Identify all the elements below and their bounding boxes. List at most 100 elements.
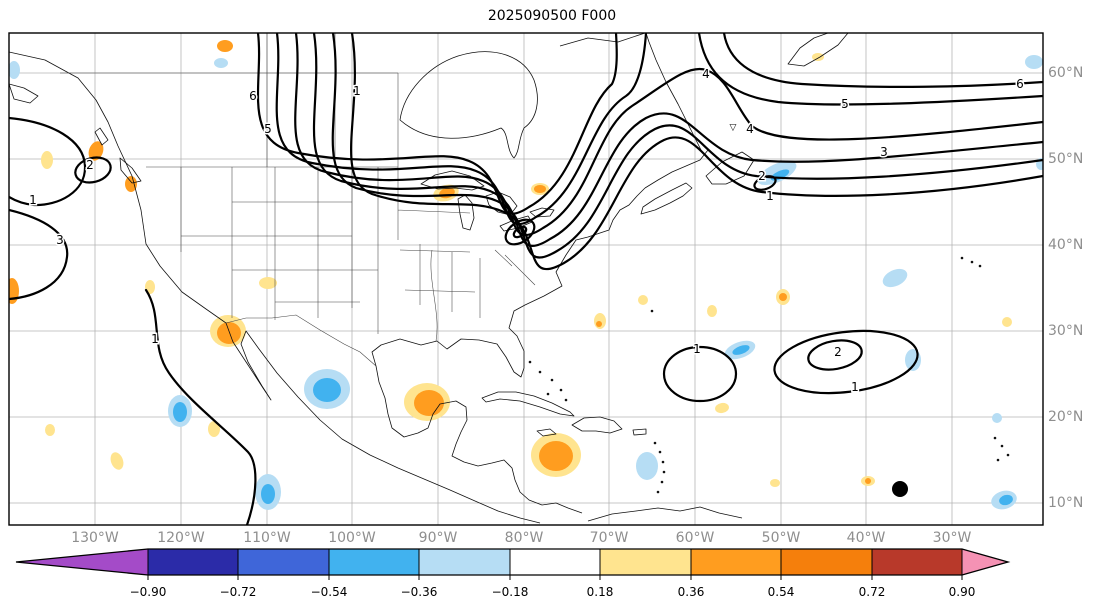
- island-dots: [528, 256, 1010, 494]
- anomaly-patch: [1002, 317, 1012, 327]
- colorbar-left-arrow: [16, 549, 148, 575]
- longitude-axis: 130°W 120°W 110°W 100°W 90°W 80°W 70°W 6…: [71, 530, 971, 546]
- anomaly-patch: [208, 421, 220, 437]
- colorbar: −0.90 −0.72 −0.54 −0.36 −0.18 0.18 0.36 …: [15, 548, 1011, 599]
- lat-tick-label: 20°N: [1048, 409, 1083, 425]
- anomaly-patch: [41, 151, 53, 169]
- colorbar-segment: [872, 549, 962, 575]
- lon-tick-label: 40°W: [847, 530, 886, 546]
- anomaly-patches: [9, 40, 1043, 510]
- anomaly-patch: [45, 424, 55, 436]
- anomaly-patch: [732, 345, 750, 355]
- anomaly-patch: [259, 277, 277, 289]
- anomaly-patch: [313, 378, 341, 402]
- colorbar-segment: [419, 549, 510, 575]
- latitude-axis: 60°N 50°N 40°N 30°N 20°N 10°N: [1048, 65, 1083, 511]
- colorbar-tick-label: 0.72: [859, 585, 886, 599]
- colorbar-segment: [148, 549, 238, 575]
- colorbar-outline: [15, 548, 1011, 576]
- lat-tick-label: 10°N: [1048, 495, 1083, 511]
- anomaly-patch: [173, 402, 187, 422]
- anomaly-patch: [865, 478, 871, 484]
- anomaly-patch: [999, 494, 1013, 506]
- colorbar-tick-label: 0.90: [949, 585, 976, 599]
- min-marker: ▽: [730, 123, 737, 133]
- lat-tick-label: 50°N: [1048, 151, 1083, 167]
- colorbar-dividers: [147, 549, 963, 580]
- anomaly-patch: [1025, 55, 1043, 69]
- anomaly-patch: [214, 58, 228, 68]
- contour-label: 4: [746, 122, 754, 136]
- lon-tick-label: 50°W: [762, 530, 801, 546]
- colorbar-tick-label: −0.54: [311, 585, 348, 599]
- colorbar-tick-label: −0.18: [492, 585, 529, 599]
- anomaly-patch: [110, 452, 124, 470]
- contour-label: 6: [1016, 77, 1024, 91]
- plot-title: 2025090500 F000: [488, 8, 616, 24]
- anomaly-patch: [770, 479, 780, 487]
- contour-label: 5: [841, 97, 849, 111]
- anomaly-patch: [638, 295, 648, 305]
- colorbar-segment: [329, 549, 419, 575]
- lon-tick-label: 70°W: [590, 530, 629, 546]
- lon-tick-label: 130°W: [71, 530, 119, 546]
- anomaly-patch: [9, 61, 20, 79]
- colorbar-segment: [691, 549, 781, 575]
- contour-label: 4: [702, 67, 710, 81]
- anomaly-patch: [812, 53, 824, 61]
- contour-label: 5: [264, 122, 272, 136]
- colorbar-tick-label: −0.72: [220, 585, 257, 599]
- contour-label: 1: [29, 193, 37, 207]
- plot-frame: [8, 32, 1044, 526]
- colorbar-right-arrow: [962, 549, 1008, 575]
- colorbar-segment: [510, 549, 600, 575]
- contour-label: 1: [693, 342, 701, 356]
- contour-label: 1: [766, 189, 774, 203]
- lon-tick-label: 110°W: [243, 530, 291, 546]
- colorbar-tick-label: 0.18: [587, 585, 614, 599]
- anomaly-patch: [707, 305, 717, 317]
- contour-label: 2: [834, 345, 842, 359]
- lon-tick-label: 100°W: [328, 530, 376, 546]
- contour-lines: [9, 33, 1043, 525]
- lat-tick-label: 60°N: [1048, 65, 1083, 81]
- anomaly-patch: [217, 40, 233, 52]
- anomaly-patch: [779, 293, 787, 301]
- anomaly-patch: [261, 484, 275, 504]
- contour-label: 3: [880, 145, 888, 159]
- colorbar-tick-label: 0.54: [768, 585, 795, 599]
- colorbar-segment: [238, 549, 329, 575]
- anomaly-patch: [596, 321, 602, 327]
- colorbar-tick-label: −0.36: [401, 585, 438, 599]
- contour-label: 1: [851, 380, 859, 394]
- anomaly-patch: [125, 176, 137, 192]
- anomaly-patch: [88, 141, 104, 161]
- anomaly-patch: [882, 268, 908, 288]
- anomaly-patch: [715, 402, 729, 414]
- lat-tick-label: 30°N: [1048, 323, 1083, 339]
- anomaly-patch: [636, 452, 658, 480]
- anomaly-patch: [217, 322, 241, 344]
- anomaly-patch: [9, 278, 19, 304]
- lat-tick-label: 40°N: [1048, 237, 1083, 253]
- anomaly-patch: [539, 441, 573, 471]
- lon-tick-label: 30°W: [933, 530, 972, 546]
- anomaly-patch: [534, 185, 546, 193]
- colorbar-tick-label: −0.90: [130, 585, 167, 599]
- colorbar-tick-labels: −0.90 −0.72 −0.54 −0.36 −0.18 0.18 0.36 …: [130, 585, 976, 599]
- contour-labels: 6 1 5 4 4 5 6 3 2 1 ▽ 1 2 3 1 1 2 1: [28, 66, 1026, 396]
- lon-tick-label: 120°W: [157, 530, 205, 546]
- colorbar-segment: [781, 549, 872, 575]
- contour-label: 1: [151, 332, 159, 346]
- anomaly-patch: [414, 390, 444, 416]
- storm-marker: [892, 481, 908, 497]
- contour-label: 2: [758, 169, 766, 183]
- contour-label: 1: [353, 84, 361, 98]
- contour-label: 3: [56, 233, 64, 247]
- lon-tick-label: 80°W: [505, 530, 544, 546]
- lon-tick-label: 90°W: [419, 530, 458, 546]
- colorbar-segment: [600, 549, 691, 575]
- anomaly-patch: [992, 413, 1002, 423]
